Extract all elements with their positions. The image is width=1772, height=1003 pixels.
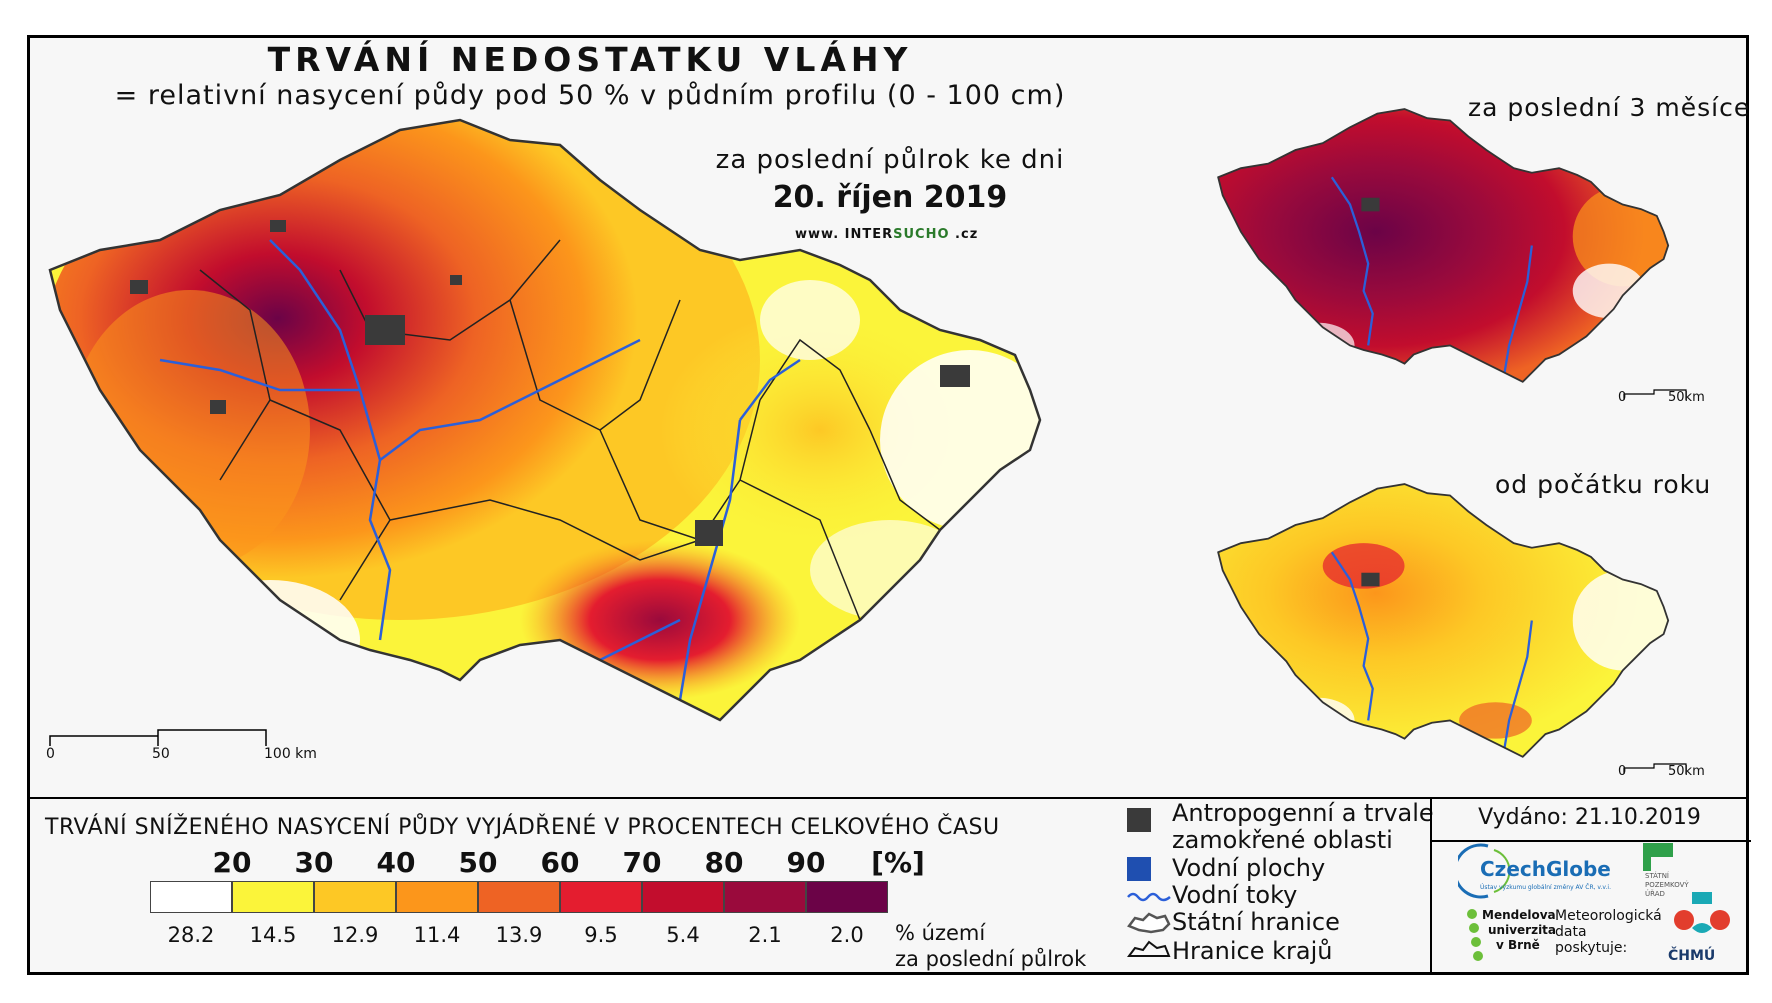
legend-share-value: 11.4	[413, 923, 461, 947]
legend-region-border: Hranice krajů	[1172, 937, 1333, 965]
main-scale-zero: 0	[46, 746, 55, 762]
inset-3m-scale-zero: 0	[1618, 390, 1627, 405]
legend-threshold-label: 30	[294, 846, 334, 879]
mendelu-logo: Mendelova univerzita v Brně	[1482, 908, 1556, 953]
inset-ytd-scale-bar	[1623, 763, 1687, 774]
chmu-name: ČHMÚ	[1668, 948, 1716, 964]
legend-title: TRVÁNÍ SNÍŽENÉHO NASYCENÍ PŮDY VYJÁDŘENÉ…	[45, 815, 1000, 840]
inset-3m-map	[1217, 108, 1670, 383]
legend-share-value: 9.5	[584, 923, 618, 947]
legend-swatch	[560, 881, 642, 913]
legend-panel	[30, 797, 1749, 974]
legend-threshold-label: 60	[540, 846, 580, 879]
share-caption: % území za poslední půlrok	[895, 920, 1086, 972]
met-line2: data	[1555, 924, 1587, 940]
main-scale-max: 100 km	[264, 746, 317, 762]
website-prefix: www. INTER	[795, 227, 894, 242]
legend-threshold-label: 50	[458, 846, 498, 879]
legend-anthropogenic-line2: zamokřené oblasti	[1172, 826, 1393, 854]
legend-swatch	[724, 881, 806, 913]
spu-logo-icon	[1643, 843, 1673, 857]
inset-ytd-scale-zero: 0	[1618, 764, 1627, 779]
spu-logo-line1: STÁTNÍ	[1645, 872, 1669, 880]
legend-share-value: 12.9	[331, 923, 379, 947]
main-map	[48, 118, 1042, 722]
legend-threshold-label: 80	[704, 846, 744, 879]
legend-threshold-label: 40	[376, 846, 416, 879]
period-date: 20. říjen 2019	[772, 180, 1008, 215]
website-suffix: .cz	[949, 227, 979, 242]
legend-swatch	[478, 881, 560, 913]
met-line1: Meteorologická	[1555, 908, 1662, 924]
legend-threshold-label: 90	[786, 846, 826, 879]
website-brand: SUCHO	[893, 227, 950, 242]
spu-logo-line3: ÚŘAD	[1645, 890, 1665, 898]
met-data-provider: Meteorologická data poskytuje:	[1555, 908, 1662, 956]
legend-swatch	[232, 881, 314, 913]
river-icon	[1127, 892, 1171, 902]
legend-swatch	[642, 881, 724, 913]
issued-date: Vydáno: 21.10.2019	[1478, 805, 1701, 830]
main-subtitle: = relativní nasycení půdy pod 50 % v půd…	[114, 80, 1066, 111]
inset-ytd-title: od počátku roku	[1495, 470, 1712, 499]
issued-box	[1430, 797, 1751, 842]
mendelu-line1: Mendelova	[1482, 908, 1556, 922]
legend-share-value: 2.1	[748, 923, 782, 947]
mendelu-logo-icon	[1467, 909, 1483, 961]
legend-swatch	[806, 881, 888, 913]
legend-share-value: 13.9	[495, 923, 543, 947]
inset-3m-scale-max: 50km	[1668, 390, 1705, 405]
spu-logo-stem	[1643, 857, 1651, 871]
czechglobe-name: CzechGlobe	[1480, 857, 1611, 881]
legend-threshold-label: [%]	[871, 846, 925, 879]
mendelu-line2: univerzita	[1488, 923, 1557, 937]
main-scale-bar	[49, 729, 267, 746]
share-caption-line2: za poslední půlrok	[895, 947, 1087, 971]
logos-panel	[1430, 840, 1751, 972]
state-border-icon	[1127, 912, 1171, 934]
met-line3: poskytuje:	[1555, 940, 1628, 956]
legend-state-border: Státní hranice	[1172, 908, 1340, 936]
legend-threshold-label: 20	[212, 846, 252, 879]
legend-rivers: Vodní toky	[1172, 881, 1298, 909]
legend-swatch	[314, 881, 396, 913]
region-border-icon	[1127, 940, 1171, 957]
anthropogenic-swatch	[1127, 808, 1151, 832]
inset-3m-title: za poslední 3 měsíce	[1468, 93, 1751, 122]
legend-swatch	[396, 881, 478, 913]
legend-share-value: 14.5	[249, 923, 297, 947]
share-caption-line1: % území	[895, 921, 986, 945]
czechglobe-subtitle: Ústav výzkumu globální změny AV ČR, v.v.…	[1480, 884, 1611, 891]
chmu-logo-icon	[1674, 892, 1730, 933]
main-title: TRVÁNÍ NEDOSTATKU VLÁHY	[267, 40, 913, 79]
period-label: za poslední půlrok ke dni	[715, 145, 1065, 175]
website-link[interactable]: www. INTERSUCHO .cz	[795, 227, 978, 242]
mendelu-line3: v Brně	[1496, 938, 1540, 952]
legend-anthropogenic: Antropogenní a trvale zamokřené oblasti	[1172, 800, 1434, 854]
legend-anthropogenic-line1: Antropogenní a trvale	[1172, 799, 1434, 827]
legend-threshold-label: 70	[622, 846, 662, 879]
main-scale-mid: 50	[152, 746, 170, 762]
inset-3m-scale-bar	[1623, 389, 1687, 400]
inset-ytd-map	[1217, 483, 1670, 758]
legend-share-value: 5.4	[666, 923, 700, 947]
spu-logo-line2: POZEMKOVÝ	[1645, 881, 1689, 889]
spu-logo: STÁTNÍ POZEMKOVÝ ÚŘAD	[1645, 872, 1689, 899]
inset-ytd-scale-max: 50km	[1668, 764, 1705, 779]
water-body-swatch	[1127, 857, 1151, 881]
legend-swatch	[150, 881, 232, 913]
legend-share-value: 2.0	[830, 923, 864, 947]
legend-water-bodies: Vodní plochy	[1172, 854, 1326, 882]
legend-share-value: 28.2	[167, 923, 215, 947]
czechglobe-logo-icon	[1458, 843, 1511, 899]
